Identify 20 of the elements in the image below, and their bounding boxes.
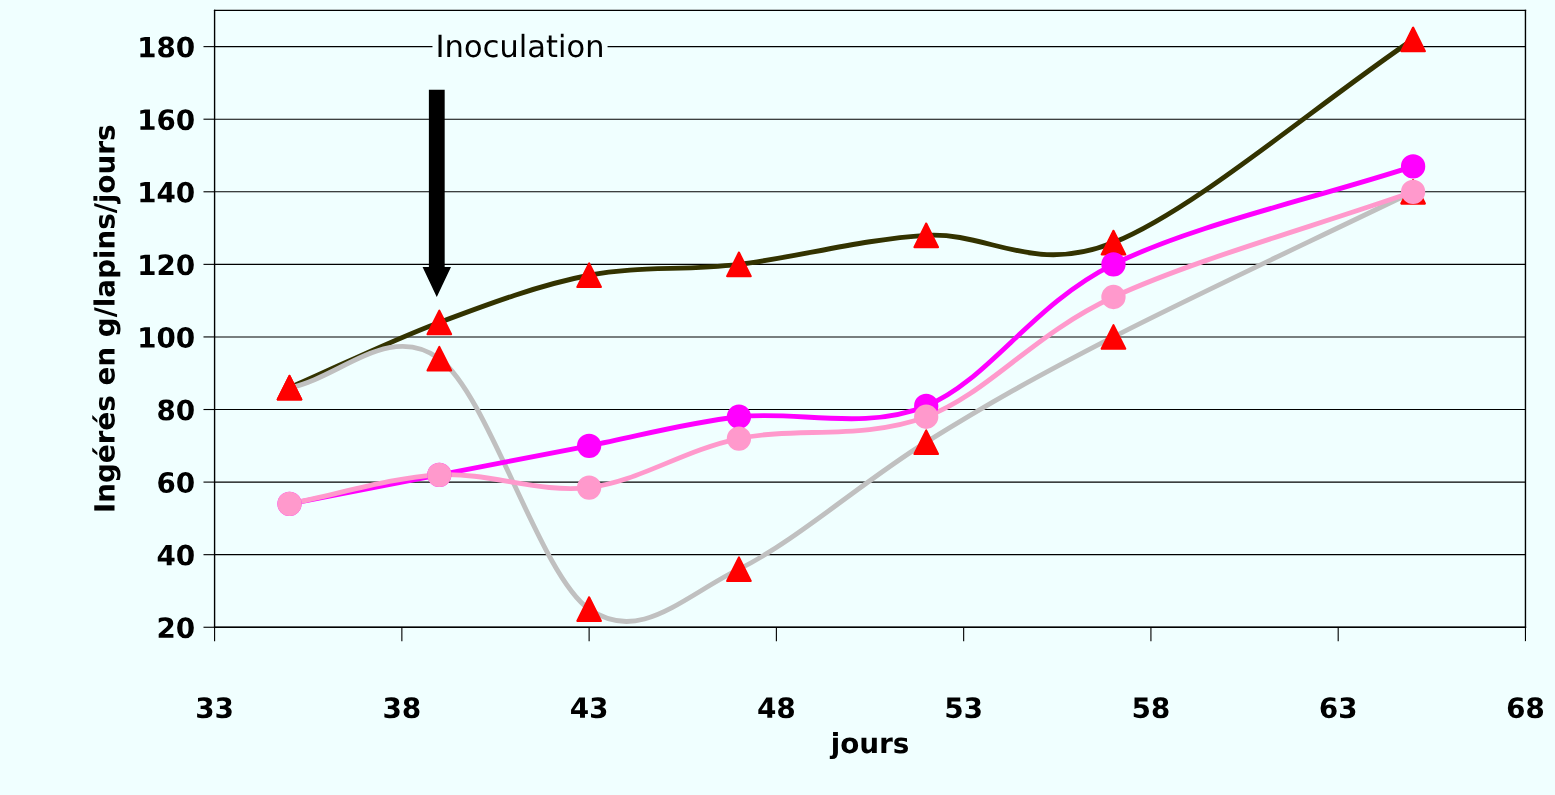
x-tick-label: 68: [1507, 697, 1544, 719]
y-tick-label: 20: [158, 617, 194, 639]
x-axis-title: jours: [829, 731, 909, 760]
y-tick-label: 80: [158, 399, 194, 421]
y-axis-title: Ingérés en g/lapins/jours: [92, 125, 121, 511]
y-tick-label: 160: [140, 109, 194, 131]
x-tick-label: 63: [1320, 697, 1356, 719]
y-tick-label: 40: [157, 544, 194, 566]
y-tick-label: 120: [140, 254, 194, 276]
x-tick-label: 48: [758, 697, 794, 719]
x-tick-label: 33: [197, 697, 232, 719]
x-tick-label: 38: [384, 697, 420, 719]
x-tick-label: 58: [1133, 697, 1169, 719]
x-tick-label: 43: [571, 697, 607, 719]
y-tick-label: 100: [140, 326, 194, 348]
y-tick-label: 140: [140, 181, 194, 203]
x-tick-label: 53: [946, 697, 981, 719]
y-tick-label: 60: [158, 472, 194, 494]
annotation: Inoculation: [438, 33, 602, 58]
y-tick-label: 180: [140, 36, 194, 58]
